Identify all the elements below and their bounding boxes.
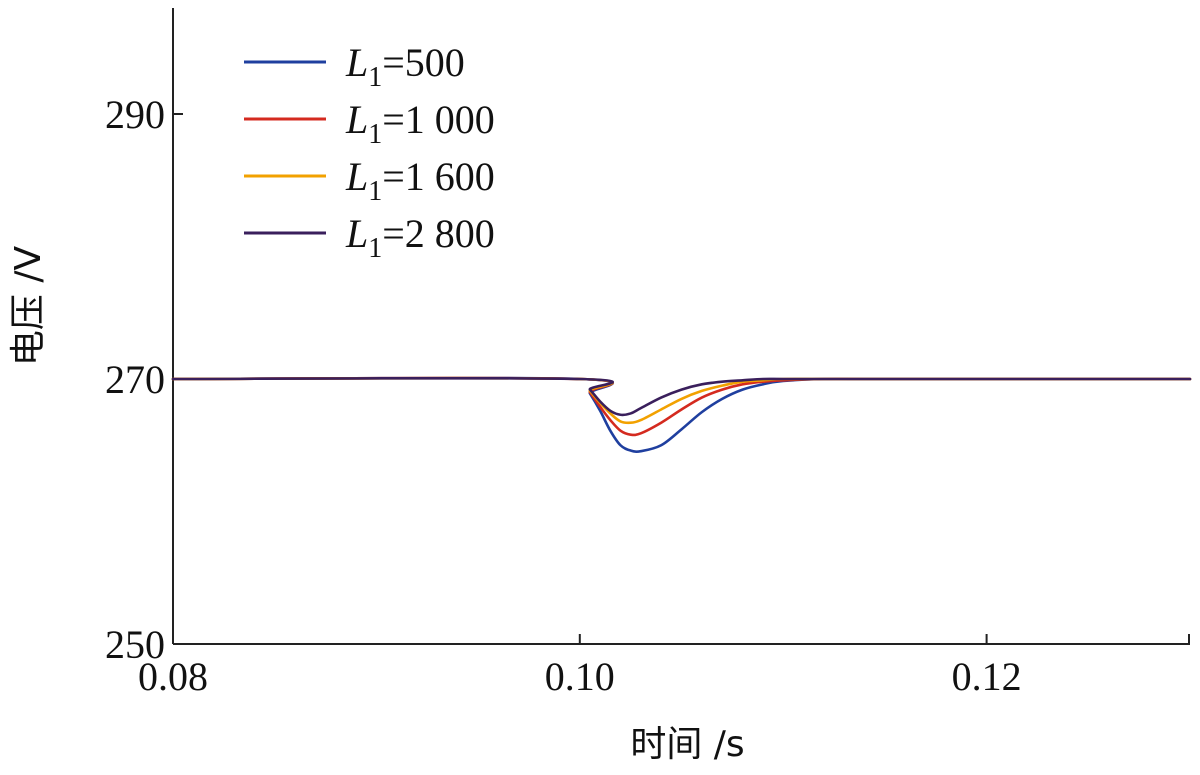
- x-axis-title: 时间 /s: [630, 724, 744, 765]
- legend-label-2: L1=1 000: [345, 97, 495, 150]
- series-line-3: [171, 376, 1192, 425]
- y-tick-label: 290: [105, 92, 165, 137]
- x-tick-label: 0.08: [138, 654, 208, 699]
- series-group: [171, 376, 1192, 453]
- series-line-2: [171, 376, 1192, 437]
- axes: 250 270 290 0.08 0.10 0.12: [105, 8, 1190, 699]
- x-tick-label: 0.10: [545, 654, 615, 699]
- series-line-4: [171, 376, 1192, 417]
- x-tick-label: 0.12: [952, 654, 1022, 699]
- legend-label-4: L1=2 800: [345, 211, 495, 264]
- y-tick-label: 250: [105, 622, 165, 667]
- y-tick-label: 270: [105, 357, 165, 402]
- legend-label-3: L1=1 600: [345, 154, 495, 207]
- legend-label-1: L1=500: [345, 40, 465, 93]
- y-axis-title: 电压 /V: [8, 246, 49, 367]
